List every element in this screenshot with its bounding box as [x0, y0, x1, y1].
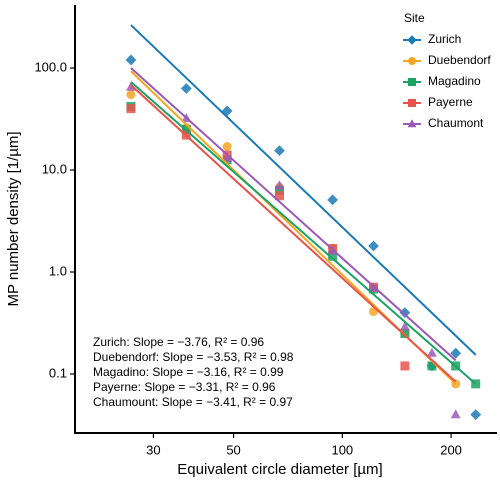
y-tick-label: 1.0 — [49, 263, 67, 278]
annotation: Payerne: Slope = −3.31, R² = 0.96 — [93, 380, 276, 394]
annotation: Magadino: Slope = −3.16, R² = 0.99 — [93, 365, 284, 379]
y-tick-label: 100.0 — [34, 59, 67, 74]
data-point — [126, 104, 136, 114]
data-point — [222, 153, 233, 163]
y-tick-label: 0.1 — [49, 365, 67, 380]
data-point — [450, 347, 462, 359]
data-point — [221, 105, 233, 117]
x-axis-title: Equivalent circle diameter [µm] — [177, 461, 382, 478]
fit-line — [130, 67, 457, 362]
data-point — [328, 251, 338, 261]
fit-line — [130, 81, 477, 385]
data-point — [399, 321, 410, 331]
data-point — [427, 361, 437, 371]
legend-label: Duebendorf — [428, 53, 491, 67]
legend-label: Magadino — [428, 74, 481, 88]
fit-line — [130, 24, 477, 356]
annotation: Duebendorf: Slope = −3.53, R² = 0.98 — [93, 350, 294, 364]
marker — [408, 99, 416, 107]
annotation: Zurich: Slope = −3.76, R² = 0.96 — [93, 335, 264, 349]
annotation: Chaumount: Slope = −3.41, R² = 0.97 — [93, 395, 293, 409]
marker — [407, 119, 417, 128]
legend-title: Site — [404, 11, 425, 25]
data-point — [222, 142, 232, 152]
data-point — [125, 54, 137, 66]
data-point — [450, 409, 461, 419]
legend-label: Zurich — [428, 32, 461, 46]
x-tick-label: 100 — [331, 442, 353, 457]
y-tick-label: 10.0 — [42, 161, 67, 176]
data-point — [274, 185, 284, 195]
data-point — [274, 191, 284, 201]
data-point — [327, 194, 339, 206]
data-point — [426, 347, 437, 357]
data-point — [368, 240, 379, 252]
data-point — [399, 307, 411, 319]
data-point — [470, 409, 482, 420]
data-point — [274, 145, 285, 157]
marker — [407, 35, 417, 45]
x-tick-label: 200 — [440, 442, 462, 457]
data-point — [274, 180, 285, 190]
x-tick-label: 50 — [226, 442, 240, 457]
y-axis-title: MP number density [1/µm] — [5, 131, 22, 306]
data-point — [180, 83, 192, 94]
data-point — [126, 90, 136, 100]
data-point — [400, 328, 410, 338]
legend-label: Chaumont — [428, 116, 484, 130]
legend-label: Payerne — [428, 95, 473, 109]
marker — [408, 78, 416, 86]
marker — [408, 57, 416, 65]
fit-line — [130, 84, 457, 383]
x-tick-label: 30 — [146, 442, 160, 457]
data-point — [400, 361, 410, 371]
